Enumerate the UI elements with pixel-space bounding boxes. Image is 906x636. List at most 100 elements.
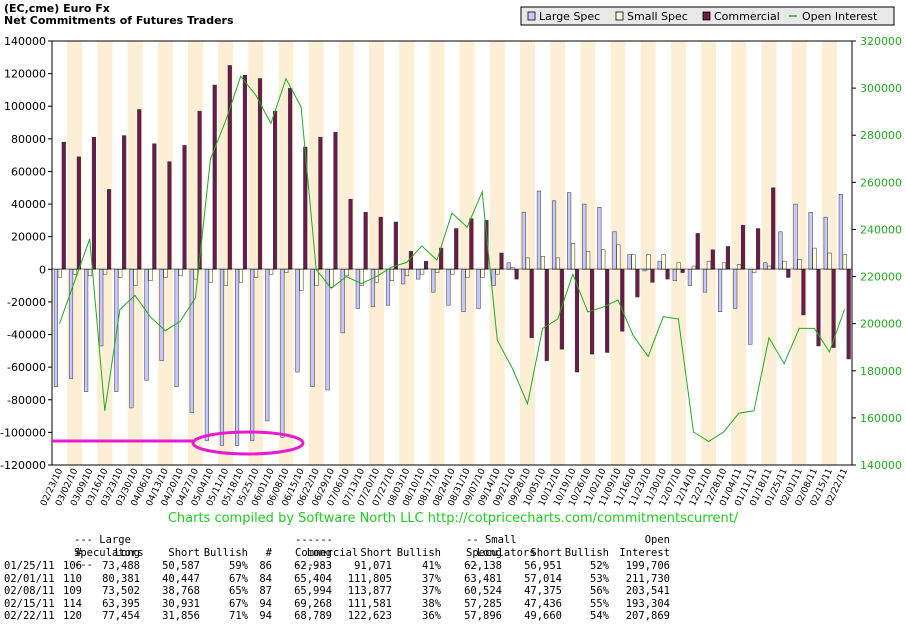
large-spec-bar	[99, 269, 104, 347]
table-cell-oi: 207,869	[625, 610, 670, 623]
table-cell-b2: 38%	[422, 597, 441, 610]
large-spec-bar	[763, 262, 768, 270]
table-cell-oi: 211,730	[625, 572, 670, 585]
table-cell-l2: 69,268	[294, 597, 332, 610]
small-spec-bar	[812, 247, 817, 270]
table-cell-l3: 57,285	[464, 597, 502, 610]
hdr-large: --- Large Speculators ---	[74, 534, 144, 572]
stripe	[761, 41, 777, 465]
small-spec-bar	[254, 269, 259, 278]
table-cell-s1: 31,856	[162, 610, 200, 623]
y-tick-label: -120000	[0, 459, 46, 472]
large-spec-bar	[68, 269, 74, 379]
table-cell-b3: 55%	[590, 597, 609, 610]
commercial-bar	[605, 269, 610, 353]
commercial-bar	[106, 189, 112, 270]
table-cell-date: 01/25/11	[4, 560, 55, 572]
y-tick-label: -60000	[7, 361, 46, 374]
y2-tick-label: 200000	[860, 318, 902, 331]
small-spec-bar	[525, 257, 530, 270]
stripe	[97, 41, 113, 465]
cot-chart: 140000120000100000800006000040000200000-…	[0, 6, 902, 508]
y-tick-label: -20000	[7, 296, 46, 309]
legend-small-swatch	[615, 11, 624, 21]
table-cell-s1: 40,447	[162, 572, 200, 585]
table-cell-n1: 114	[63, 597, 82, 610]
commercial-bar	[710, 249, 715, 270]
y-tick-label: 40000	[11, 198, 46, 211]
commercial-bar	[529, 269, 534, 339]
hdr-long2: Long	[306, 547, 332, 559]
table-cell-b2: 36%	[422, 610, 441, 623]
large-spec-bar	[370, 269, 375, 308]
stripe	[550, 41, 566, 465]
small-spec-bar	[404, 269, 410, 277]
commercial-bar	[152, 143, 157, 270]
commercial-bar	[725, 246, 730, 270]
commercial-bar	[454, 228, 459, 270]
table-cell-b3: 56%	[590, 585, 609, 598]
y2-tick-label: 240000	[860, 223, 902, 236]
small-spec-bar	[767, 265, 772, 270]
table-cell-b1: 65%	[229, 585, 248, 598]
y-tick-label: 0	[39, 263, 46, 276]
stripe	[640, 41, 656, 465]
small-spec-bar	[797, 259, 802, 270]
stripe	[429, 41, 445, 465]
table-cell-b1: 67%	[229, 597, 248, 610]
commercial-bar	[484, 220, 489, 270]
commercial-bar	[574, 269, 580, 373]
small-spec-bar	[646, 254, 651, 270]
table-cell-s2: 111,581	[347, 597, 392, 610]
hdr-oi: Interest	[619, 547, 670, 559]
y2-tick-label: 140000	[860, 459, 902, 472]
table-cell-oi: 199,706	[625, 560, 670, 572]
table-cell-n1: 110	[63, 572, 82, 585]
table-cell-n2: 94	[259, 597, 272, 610]
commercial-bar	[499, 252, 504, 270]
commercial-bar	[333, 132, 338, 270]
commercial-bar	[242, 74, 247, 270]
commercial-bar	[288, 88, 293, 270]
legend-oi-label: Open Interest	[802, 10, 878, 23]
small-spec-bar	[299, 269, 304, 291]
table-cell-l1: 80,381	[102, 572, 140, 585]
commercial-bar	[167, 161, 172, 270]
commercial-bar	[771, 187, 776, 270]
large-spec-bar	[657, 260, 662, 270]
table-cell-s1: 30,931	[162, 597, 200, 610]
small-spec-bar	[193, 269, 198, 280]
table-cell-l1: 73,502	[102, 585, 140, 598]
hdr-bull3: Bullish	[564, 547, 609, 559]
small-spec-bar	[465, 269, 470, 278]
small-spec-bar	[57, 269, 62, 278]
commercial-bar	[423, 260, 429, 270]
y-tick-label: 140000	[4, 35, 46, 48]
table-cell-s2: 111,805	[347, 572, 392, 585]
commercial-bar	[378, 216, 383, 270]
stripe	[399, 41, 415, 465]
y2-tick-label: 260000	[860, 176, 902, 189]
commercial-bar	[846, 269, 851, 360]
large-spec-bar	[219, 269, 225, 446]
small-spec-bar	[269, 269, 274, 275]
large-spec-bar	[431, 269, 436, 293]
commercial-bar	[363, 211, 368, 270]
stripe	[489, 41, 505, 465]
large-spec-bar	[204, 269, 209, 441]
small-spec-bar	[133, 269, 138, 286]
large-spec-bar	[597, 207, 602, 270]
small-spec-bar	[178, 269, 183, 277]
small-spec-bar	[495, 269, 500, 275]
small-spec-bar	[631, 254, 636, 270]
small-spec-bar	[616, 244, 621, 270]
small-spec-bar	[661, 254, 666, 270]
small-spec-bar	[706, 260, 711, 270]
commercial-bar	[393, 221, 398, 270]
stripe	[731, 41, 747, 465]
y-tick-label: -80000	[7, 394, 46, 407]
commercial-bar	[212, 84, 217, 270]
small-spec-bar	[480, 269, 485, 278]
commercial-bar	[801, 269, 806, 316]
small-spec-bar	[238, 269, 244, 283]
